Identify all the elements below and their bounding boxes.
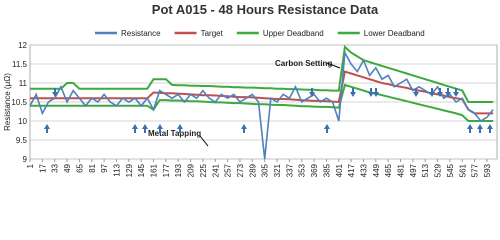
event-arrow xyxy=(241,124,247,129)
legend-label: Resistance xyxy=(121,29,161,38)
event-arrow xyxy=(437,92,443,97)
x-tick-label: 33 xyxy=(51,163,60,172)
event-arrow xyxy=(350,92,356,97)
annotation-arrow xyxy=(326,62,341,69)
x-tick-label: 129 xyxy=(125,163,134,177)
event-arrow xyxy=(373,92,379,97)
event-arrow xyxy=(52,92,58,97)
x-tick-label: 529 xyxy=(434,163,443,177)
x-tick-label: 17 xyxy=(38,163,47,172)
event-arrow xyxy=(477,124,483,129)
x-tick-label: 49 xyxy=(63,163,72,172)
x-tick-label: 465 xyxy=(384,163,393,177)
event-arrow xyxy=(413,92,419,97)
x-tick-label: 593 xyxy=(483,163,492,177)
x-tick-label: 145 xyxy=(137,163,146,177)
legend-label: Upper Deadband xyxy=(263,29,324,38)
x-tick-label: 177 xyxy=(162,163,171,177)
event-arrow xyxy=(487,124,493,129)
y-tick-label: 9 xyxy=(23,155,28,164)
x-tick-label: 497 xyxy=(409,163,418,177)
legend-label: Target xyxy=(201,29,224,38)
event-arrow xyxy=(467,124,473,129)
x-tick-label: 225 xyxy=(199,163,208,177)
event-arrow xyxy=(324,124,330,129)
annotation-arrow xyxy=(199,135,209,147)
event-arrow xyxy=(132,124,138,129)
x-tick-label: 305 xyxy=(261,163,270,177)
x-tick-label: 209 xyxy=(187,163,196,177)
x-tick-label: 241 xyxy=(211,163,220,177)
event-arrow xyxy=(142,124,148,129)
event-arrow xyxy=(368,92,374,97)
x-tick-label: 257 xyxy=(224,163,233,177)
y-axis-label: Resistance (μΩ) xyxy=(3,73,12,131)
x-tick-label: 337 xyxy=(285,163,294,177)
x-tick-label: 289 xyxy=(248,163,257,177)
x-tick-label: 385 xyxy=(322,163,331,177)
series-line xyxy=(30,83,494,122)
x-tick-label: 65 xyxy=(75,163,84,172)
y-tick-label: 10 xyxy=(18,117,27,126)
x-tick-label: 193 xyxy=(174,163,183,177)
event-arrow xyxy=(453,92,459,97)
x-tick-label: 513 xyxy=(421,163,430,177)
x-tick-label: 321 xyxy=(273,163,282,177)
x-tick-label: 545 xyxy=(446,163,455,177)
x-tick-label: 161 xyxy=(150,163,159,177)
event-arrow xyxy=(309,92,315,97)
event-arrow xyxy=(157,124,163,129)
x-tick-label: 433 xyxy=(359,163,368,177)
y-tick-label: 9.5 xyxy=(16,136,28,145)
x-tick-label: 1 xyxy=(26,163,35,168)
y-tick-label: 11.5 xyxy=(12,60,28,69)
y-tick-label: 12 xyxy=(18,41,27,50)
y-tick-label: 11 xyxy=(19,79,28,88)
x-tick-label: 401 xyxy=(335,163,344,177)
x-tick-label: 113 xyxy=(112,163,121,176)
x-tick-label: 561 xyxy=(458,163,467,177)
x-tick-label: 273 xyxy=(236,163,245,177)
x-tick-label: 81 xyxy=(88,163,97,172)
x-tick-label: 353 xyxy=(298,163,307,177)
event-arrow xyxy=(429,92,435,97)
event-arrow xyxy=(177,124,183,129)
event-arrow xyxy=(44,124,50,129)
legend-label: Lower Deadband xyxy=(364,29,425,38)
series-line xyxy=(30,44,494,103)
x-tick-label: 449 xyxy=(372,163,381,177)
x-tick-label: 417 xyxy=(347,163,356,177)
chart-title: Pot A015 - 48 Hours Resistance Data xyxy=(152,2,379,17)
x-tick-label: 481 xyxy=(397,163,406,177)
y-tick-label: 10.5 xyxy=(11,98,27,107)
event-arrow xyxy=(445,92,451,97)
chart: Pot A015 - 48 Hours Resistance Data Resi… xyxy=(3,2,498,177)
annotation: Carbon Setting xyxy=(275,59,332,68)
x-tick-label: 369 xyxy=(310,163,319,177)
x-tick-label: 577 xyxy=(471,163,480,177)
x-tick-label: 97 xyxy=(100,163,109,172)
annotation: Metal Tapping xyxy=(148,129,201,138)
